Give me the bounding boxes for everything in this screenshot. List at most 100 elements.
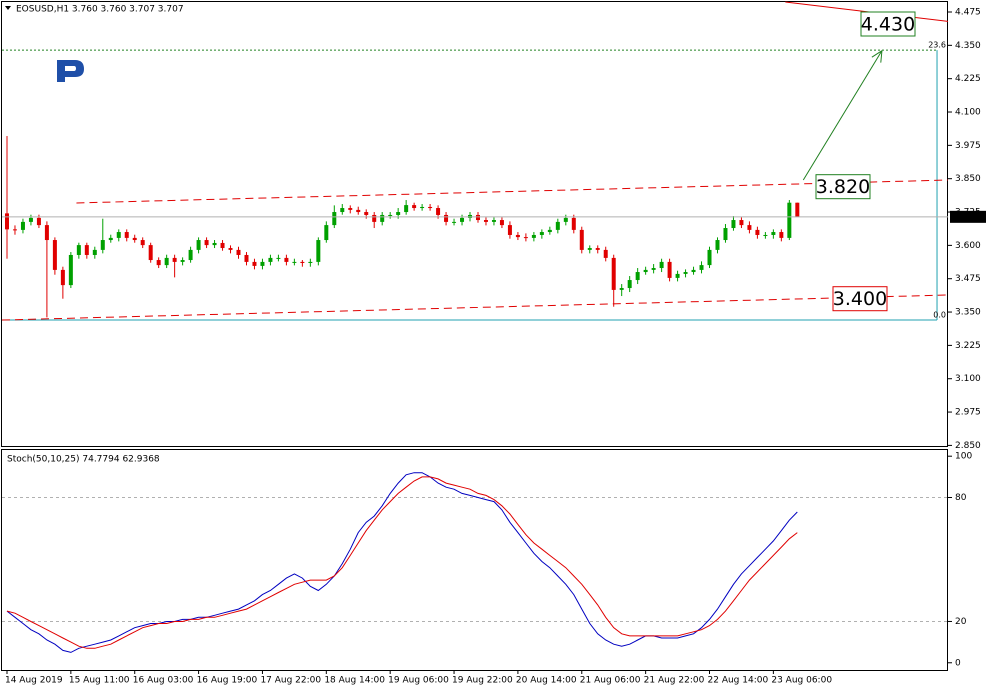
candle-body — [284, 257, 289, 262]
main-panel — [1, 1, 948, 447]
candle-body — [20, 221, 25, 230]
candle-body — [412, 205, 417, 209]
candle-body — [483, 220, 488, 222]
candle-body — [659, 261, 664, 269]
candle-body — [675, 273, 680, 278]
fibo-label: 23.6 — [928, 41, 946, 50]
y-tick-label: 3.600 — [955, 241, 981, 251]
candle-body — [188, 249, 193, 261]
y-tick-label: 100 — [955, 452, 972, 462]
candle-body — [404, 205, 409, 213]
candle-body — [12, 229, 17, 231]
candle-body — [420, 206, 425, 209]
target-box — [815, 174, 871, 200]
candle-body — [356, 209, 361, 213]
logo-foot — [57, 77, 63, 81]
candle-body — [460, 217, 465, 222]
candle-body — [563, 217, 568, 222]
candle-body — [332, 212, 337, 226]
candle-body — [755, 229, 760, 235]
candle-body — [132, 237, 137, 241]
candle-body — [739, 220, 744, 226]
candle-body — [172, 257, 177, 262]
candle-body — [507, 225, 512, 235]
y-tick-label: 4.350 — [955, 41, 981, 51]
x-tick-label: 21 Aug 06:00 — [580, 676, 641, 686]
candle-body — [204, 240, 209, 246]
candle-body — [444, 214, 449, 222]
candle-body — [28, 217, 33, 222]
candle-body — [595, 248, 600, 250]
y-tick-label: 2.850 — [955, 441, 981, 451]
x-tick-label: 22 Aug 14:00 — [708, 676, 769, 686]
candle-body — [116, 232, 121, 238]
candle-body — [164, 257, 169, 266]
candle-body — [260, 261, 265, 266]
candle-body — [276, 257, 281, 259]
candle-body — [252, 261, 257, 266]
candle-body — [603, 249, 608, 258]
candle-body — [52, 240, 57, 270]
candle-body — [555, 221, 560, 230]
candle-body — [499, 220, 504, 226]
x-tick-label: 20 Aug 14:00 — [516, 676, 577, 686]
menu-triangle — [5, 6, 11, 10]
candle-body — [308, 261, 313, 263]
candle-body — [715, 240, 720, 250]
candle-body — [36, 217, 41, 226]
candle-body — [324, 225, 329, 241]
candle-body — [60, 269, 65, 286]
candle-body — [723, 228, 728, 241]
price-tag — [950, 210, 986, 223]
candle-body — [228, 248, 233, 250]
candle-body — [651, 268, 656, 270]
candle-body — [348, 208, 353, 210]
candle-body — [795, 202, 800, 217]
candle-body — [108, 237, 113, 241]
y-tick-label: 4.475 — [955, 8, 981, 18]
candle-body — [396, 212, 401, 215]
candle-body — [244, 254, 249, 262]
x-tick-label: 16 Aug 19:00 — [197, 676, 258, 686]
x-tick-label: 19 Aug 22:00 — [452, 676, 513, 686]
candle-body — [140, 240, 145, 246]
candle-body — [68, 254, 73, 286]
arrow-head — [871, 50, 883, 58]
candle-body — [124, 232, 129, 238]
y-tick-label: 3.475 — [955, 274, 981, 284]
candle-body — [707, 249, 712, 266]
candle-body — [683, 272, 688, 274]
logo — [57, 60, 84, 82]
x-tick-label: 19 Aug 06:00 — [388, 676, 449, 686]
y-tick-label: 4.225 — [955, 74, 981, 84]
fibo-label: 0.0 — [933, 311, 946, 320]
candle-body — [731, 220, 736, 229]
candle-body — [627, 280, 632, 289]
indicator-title: Stoch(50,10,25) 74.7794 62.9368 — [7, 455, 160, 465]
candle-body — [611, 257, 616, 290]
candle-body — [156, 260, 161, 266]
candle-body — [92, 249, 97, 255]
arrow-head — [880, 50, 883, 63]
y-tick-label: 3.225 — [955, 341, 981, 351]
candle-body — [372, 214, 377, 222]
y-tick-label: 2.975 — [955, 408, 981, 418]
candle-body — [380, 214, 385, 222]
candle-body — [84, 245, 89, 255]
y-tick-label: 4.100 — [955, 108, 981, 118]
candle-body — [547, 229, 552, 233]
chart-title: EOSUSD,H1 3.760 3.760 3.707 3.707 — [16, 5, 184, 15]
candle-body — [531, 234, 536, 238]
candle-body — [316, 240, 321, 262]
candle-body — [587, 248, 592, 250]
x-tick-label: 14 Aug 2019 — [5, 676, 63, 686]
candle-body — [523, 237, 528, 239]
candle-body — [388, 214, 393, 216]
candle-body — [763, 234, 768, 236]
candle-body — [180, 260, 185, 262]
logo-mark — [57, 60, 84, 82]
y-tick-label: 20 — [955, 617, 967, 627]
candle-body — [212, 242, 217, 246]
